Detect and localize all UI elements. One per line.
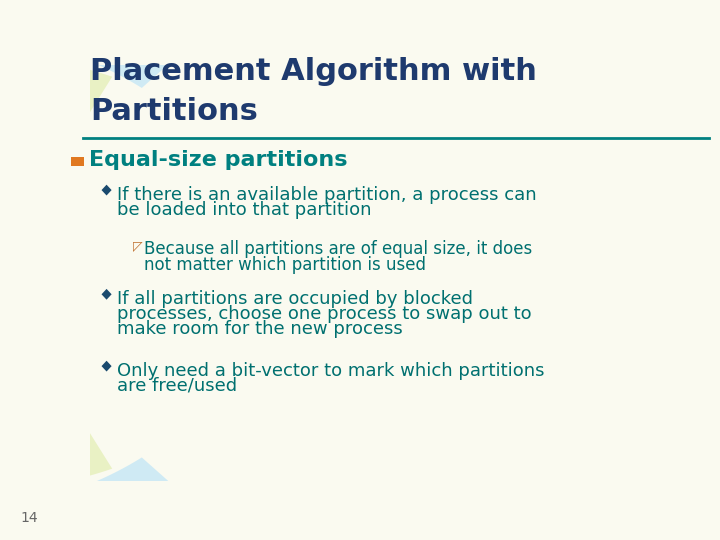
- Polygon shape: [0, 57, 112, 489]
- Text: If all partitions are occupied by blocked: If all partitions are occupied by blocke…: [117, 290, 473, 308]
- Text: Partitions: Partitions: [90, 97, 258, 126]
- Text: 14: 14: [20, 511, 37, 525]
- Text: Because all partitions are of equal size, it does: Because all partitions are of equal size…: [144, 240, 532, 258]
- Polygon shape: [0, 0, 192, 540]
- Text: are free/used: are free/used: [117, 377, 238, 395]
- Text: ◸: ◸: [133, 240, 143, 253]
- Text: not matter which partition is used: not matter which partition is used: [144, 256, 426, 274]
- Text: Placement Algorithm with: Placement Algorithm with: [90, 57, 537, 86]
- Text: be loaded into that partition: be loaded into that partition: [117, 201, 372, 219]
- Text: Equal-size partitions: Equal-size partitions: [89, 150, 347, 171]
- Text: If there is an available partition, a process can: If there is an available partition, a pr…: [117, 186, 537, 204]
- Text: make room for the new process: make room for the new process: [117, 320, 403, 338]
- Text: processes, choose one process to swap out to: processes, choose one process to swap ou…: [117, 305, 532, 323]
- Text: Only need a bit-vector to mark which partitions: Only need a bit-vector to mark which par…: [117, 362, 545, 380]
